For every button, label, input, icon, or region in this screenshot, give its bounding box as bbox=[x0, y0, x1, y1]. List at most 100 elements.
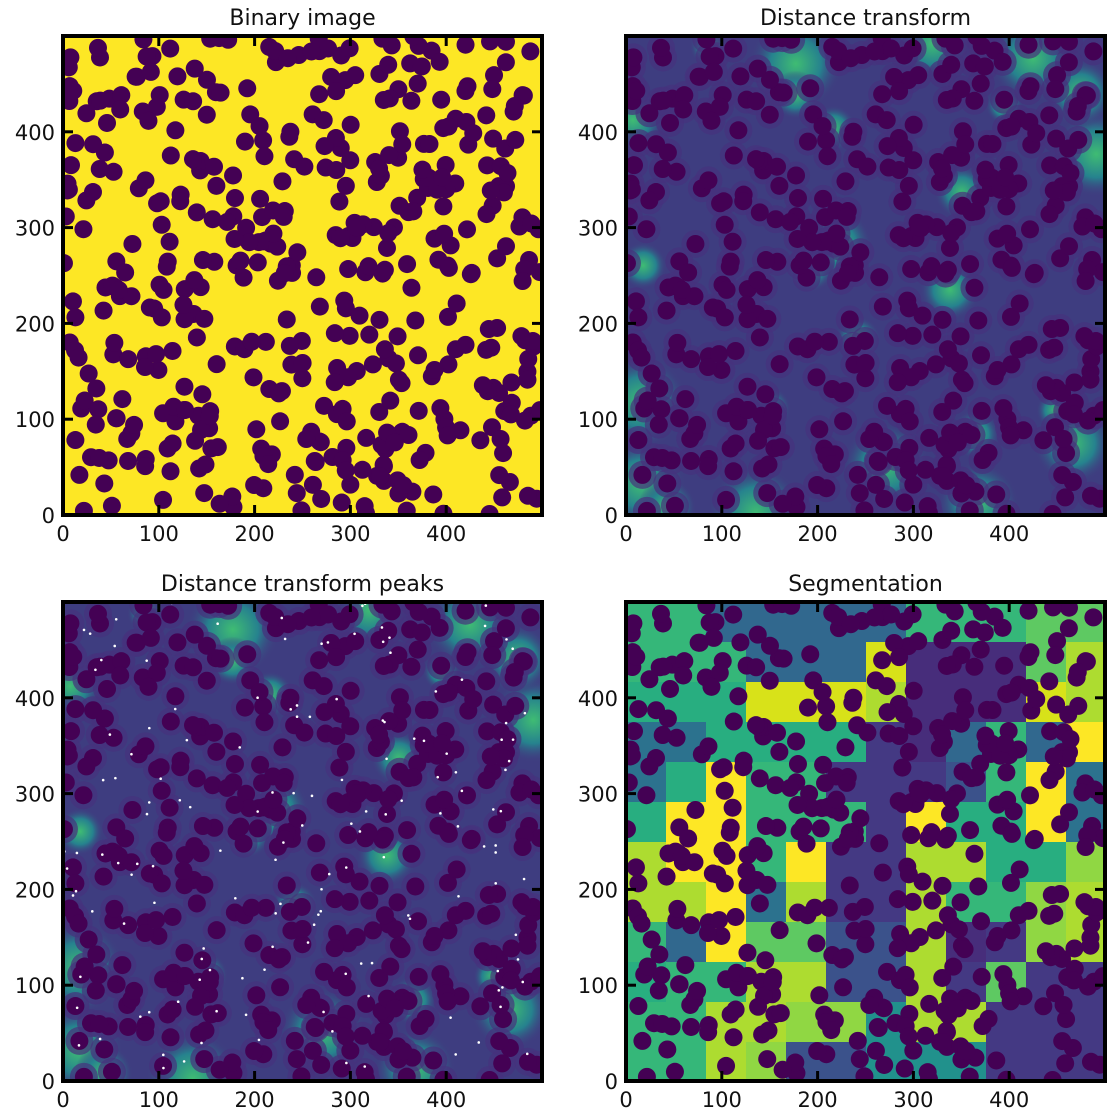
particle bbox=[1019, 36, 1038, 54]
particle bbox=[976, 726, 995, 745]
particle bbox=[203, 776, 222, 795]
particle bbox=[657, 301, 676, 320]
particle bbox=[319, 39, 338, 58]
particle bbox=[699, 457, 718, 476]
particle bbox=[856, 919, 875, 938]
particle bbox=[653, 1014, 672, 1033]
particle bbox=[302, 608, 321, 627]
particle bbox=[890, 727, 909, 746]
particle bbox=[506, 696, 525, 715]
particle bbox=[493, 488, 512, 507]
particle bbox=[923, 325, 942, 344]
particle bbox=[105, 333, 124, 352]
particle bbox=[293, 353, 312, 372]
particle bbox=[973, 451, 992, 470]
particle bbox=[632, 914, 651, 933]
particle bbox=[409, 912, 428, 931]
particle bbox=[972, 401, 991, 420]
particle bbox=[670, 409, 689, 428]
particle bbox=[801, 645, 820, 664]
particle bbox=[431, 965, 450, 984]
particle bbox=[91, 657, 110, 676]
particle bbox=[505, 662, 524, 681]
particle bbox=[225, 189, 244, 208]
particle bbox=[161, 39, 180, 58]
particle bbox=[259, 455, 278, 474]
particle bbox=[658, 474, 677, 493]
particle bbox=[899, 1027, 918, 1046]
particle bbox=[494, 444, 513, 463]
particle bbox=[141, 62, 160, 81]
particle bbox=[477, 771, 496, 790]
particle bbox=[734, 758, 753, 777]
particle bbox=[166, 687, 185, 706]
particle bbox=[370, 1033, 389, 1052]
particle bbox=[95, 474, 114, 493]
particle bbox=[109, 846, 128, 865]
particle bbox=[420, 135, 439, 154]
particle bbox=[207, 742, 226, 761]
panel-peaks: Distance transform peaks 0 100 200 300 400 0 10… bbox=[15, 572, 544, 1112]
particle bbox=[240, 799, 259, 818]
particle bbox=[456, 602, 475, 620]
particle bbox=[1081, 486, 1100, 505]
particle bbox=[682, 451, 701, 470]
particle bbox=[75, 957, 94, 976]
particle bbox=[456, 82, 475, 101]
particle bbox=[425, 926, 444, 945]
particle bbox=[113, 956, 132, 975]
particle bbox=[961, 821, 980, 840]
particle bbox=[1044, 181, 1063, 200]
particle bbox=[1059, 36, 1078, 51]
particle bbox=[113, 390, 132, 409]
peak-marker bbox=[88, 632, 92, 635]
particle bbox=[184, 150, 203, 169]
particle bbox=[942, 790, 961, 809]
particle bbox=[1046, 80, 1065, 99]
particle bbox=[1093, 263, 1105, 282]
particle bbox=[197, 636, 216, 655]
particle bbox=[1076, 272, 1095, 291]
particle bbox=[626, 156, 644, 175]
particle bbox=[413, 726, 432, 745]
particle bbox=[629, 700, 648, 719]
particle bbox=[882, 39, 901, 58]
particle bbox=[734, 192, 753, 211]
particle bbox=[91, 91, 110, 110]
particle bbox=[355, 497, 374, 515]
particle bbox=[805, 898, 824, 917]
particle bbox=[163, 907, 182, 926]
particle bbox=[136, 358, 155, 377]
particle bbox=[255, 713, 274, 732]
particle bbox=[193, 385, 212, 404]
particle bbox=[720, 257, 739, 276]
particle bbox=[1001, 307, 1020, 326]
peak-marker bbox=[188, 805, 192, 809]
axes-frame bbox=[624, 34, 1107, 517]
particle bbox=[962, 426, 981, 445]
particle bbox=[933, 159, 952, 178]
particle bbox=[218, 778, 237, 797]
particle bbox=[739, 400, 758, 419]
particle bbox=[315, 703, 334, 722]
particle bbox=[151, 758, 170, 777]
peak-marker bbox=[282, 841, 285, 844]
particle bbox=[661, 113, 680, 132]
particle bbox=[464, 690, 483, 709]
peak-marker bbox=[483, 624, 487, 628]
peak-marker bbox=[151, 864, 155, 868]
x-tick-label: 100 bbox=[702, 1088, 742, 1112]
particle bbox=[63, 820, 73, 839]
particle bbox=[186, 997, 205, 1016]
particle bbox=[515, 977, 534, 996]
particle bbox=[175, 943, 194, 962]
particle bbox=[244, 368, 263, 387]
particle bbox=[877, 111, 896, 130]
particle bbox=[341, 475, 360, 494]
particle bbox=[496, 237, 515, 256]
particle bbox=[858, 723, 877, 742]
peak-marker bbox=[335, 697, 338, 701]
particle bbox=[647, 135, 666, 154]
particle bbox=[626, 180, 641, 199]
particle bbox=[1034, 431, 1053, 450]
